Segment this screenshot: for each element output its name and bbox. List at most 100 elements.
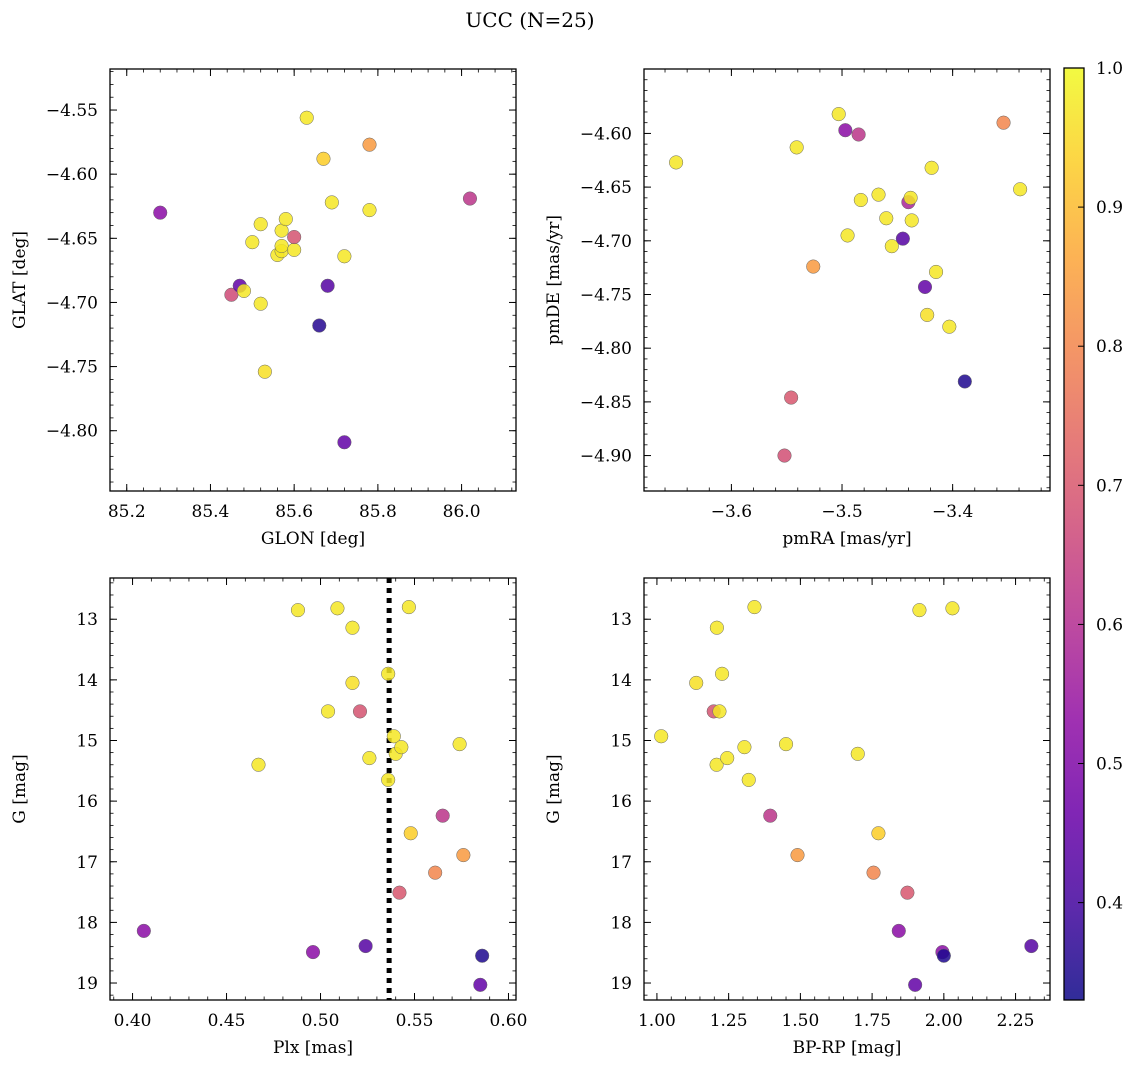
- scatter-point: [789, 140, 804, 155]
- scatter-point: [840, 228, 855, 243]
- colorbar-tick-label: 0.4: [1096, 894, 1123, 914]
- x-tick-label: 1.00: [638, 1011, 676, 1031]
- scatter-point: [741, 772, 756, 787]
- scatter-point: [362, 203, 377, 218]
- scatter-point: [851, 127, 866, 142]
- scatter-point: [908, 977, 923, 992]
- scatter-point: [924, 160, 939, 175]
- scatter-point: [362, 137, 377, 152]
- scatter-point: [153, 205, 168, 220]
- scatter-point: [777, 448, 792, 463]
- scatter-point: [337, 249, 352, 264]
- scatter-point: [871, 187, 886, 202]
- scatter-point: [456, 848, 471, 863]
- y-tick-label: −4.60: [46, 165, 98, 185]
- y-tick-label: −4.75: [46, 358, 98, 378]
- y-tick-label: 17: [76, 853, 98, 873]
- scatter-point: [689, 675, 704, 690]
- y-tick-label: 13: [610, 610, 632, 630]
- x-axis-label: pmRA [mas/yr]: [782, 529, 911, 549]
- x-tick-label: 0.45: [208, 1011, 246, 1031]
- scatter-point: [669, 155, 684, 170]
- scatter-point: [136, 923, 151, 938]
- y-tick-label: −4.85: [580, 393, 632, 413]
- scatter-point: [917, 279, 933, 295]
- scatter-point: [936, 948, 951, 963]
- scatter-point: [850, 746, 865, 761]
- scatter-point: [942, 319, 957, 334]
- scatter-point: [884, 239, 899, 254]
- scatter-point: [305, 945, 321, 960]
- x-tick-label: 1.50: [781, 1011, 819, 1031]
- scatter-point: [316, 151, 331, 166]
- x-axis-label: BP-RP [mag]: [793, 1038, 902, 1058]
- x-axis-label: Plx [mas]: [273, 1038, 353, 1058]
- scatter-point: [236, 283, 251, 298]
- figure-title: UCC (N=25): [465, 8, 594, 32]
- x-tick-label: 0.60: [490, 1011, 528, 1031]
- panel-glon-glat: 85.2 85.4 85.6 85.8 86.0 −4.55 −4.60 −4.65 −4.70…: [10, 68, 517, 549]
- colorbar-tick-label: 0.9: [1096, 198, 1123, 218]
- scatter-point: [737, 740, 752, 755]
- scatter-point: [747, 600, 762, 615]
- colorbar-tick-label: 0.6: [1096, 615, 1123, 635]
- y-tick-label: 15: [610, 731, 632, 751]
- scatter-point: [452, 737, 467, 752]
- scatter-point: [903, 190, 918, 205]
- scatter-point: [871, 826, 886, 841]
- scatter-point: [838, 123, 853, 138]
- x-tick-label: 85.4: [192, 502, 230, 522]
- scatter-points: [136, 600, 490, 992]
- y-tick-label: −4.65: [580, 178, 632, 198]
- y-tick-label: 15: [76, 731, 98, 751]
- scatter-point: [475, 948, 490, 963]
- scatter-point: [806, 259, 821, 274]
- x-tick-label: 0.50: [302, 1011, 340, 1031]
- scatter-point: [287, 229, 302, 245]
- y-tick-label: −4.80: [46, 422, 98, 442]
- scatter-point: [654, 729, 669, 744]
- y-tick-label: −4.55: [46, 101, 98, 121]
- scatter-point: [320, 704, 336, 719]
- x-tick-label: 0.55: [396, 1011, 434, 1031]
- scatter-point: [709, 620, 724, 635]
- x-tick-label: 85.6: [275, 502, 313, 522]
- scatter-point: [763, 808, 778, 823]
- y-tick-label: 18: [76, 913, 98, 933]
- axes-frame: [109, 577, 517, 1001]
- scatter-point: [386, 729, 401, 744]
- scatter-point: [720, 751, 735, 766]
- x-tick-label: 2.00: [925, 1011, 963, 1031]
- x-axis-label: GLON [deg]: [261, 529, 365, 549]
- y-tick-label: 18: [610, 913, 632, 933]
- y-axis-label: G [mag]: [10, 754, 30, 823]
- scatter-point: [879, 211, 894, 226]
- scatter-point: [435, 808, 450, 823]
- scatter-points: [153, 110, 478, 450]
- scatter-point: [1024, 938, 1039, 954]
- scatter-point: [428, 865, 443, 880]
- y-tick-label: 14: [76, 671, 98, 691]
- scatter-point: [712, 704, 727, 719]
- scatter-point: [778, 737, 794, 752]
- x-tick-label: 85.8: [359, 502, 397, 522]
- scatter-point: [462, 191, 478, 206]
- colorbar: 1.0 0.9 0.8 0.7 0.6 0.5 0.4: [1063, 59, 1123, 1001]
- scatter-point: [912, 603, 927, 618]
- x-tick-label: 85.2: [108, 502, 146, 522]
- scatter-point: [403, 826, 418, 841]
- x-tick-label: −3.4: [932, 502, 973, 522]
- y-tick-label: −4.90: [580, 447, 632, 467]
- y-axis-label: GLAT [deg]: [10, 231, 30, 329]
- scatter-point: [362, 751, 377, 766]
- scatter-point: [853, 192, 868, 208]
- y-tick-label: 16: [76, 792, 98, 812]
- scatter-point: [929, 264, 944, 279]
- scatter-point: [866, 865, 881, 880]
- axes-frame: [109, 68, 517, 492]
- colorbar-tick-label: 1.0: [1096, 59, 1123, 79]
- scatter-point: [257, 364, 272, 379]
- colorbar-tick-label: 0.8: [1096, 337, 1123, 357]
- scatter-point: [920, 307, 935, 322]
